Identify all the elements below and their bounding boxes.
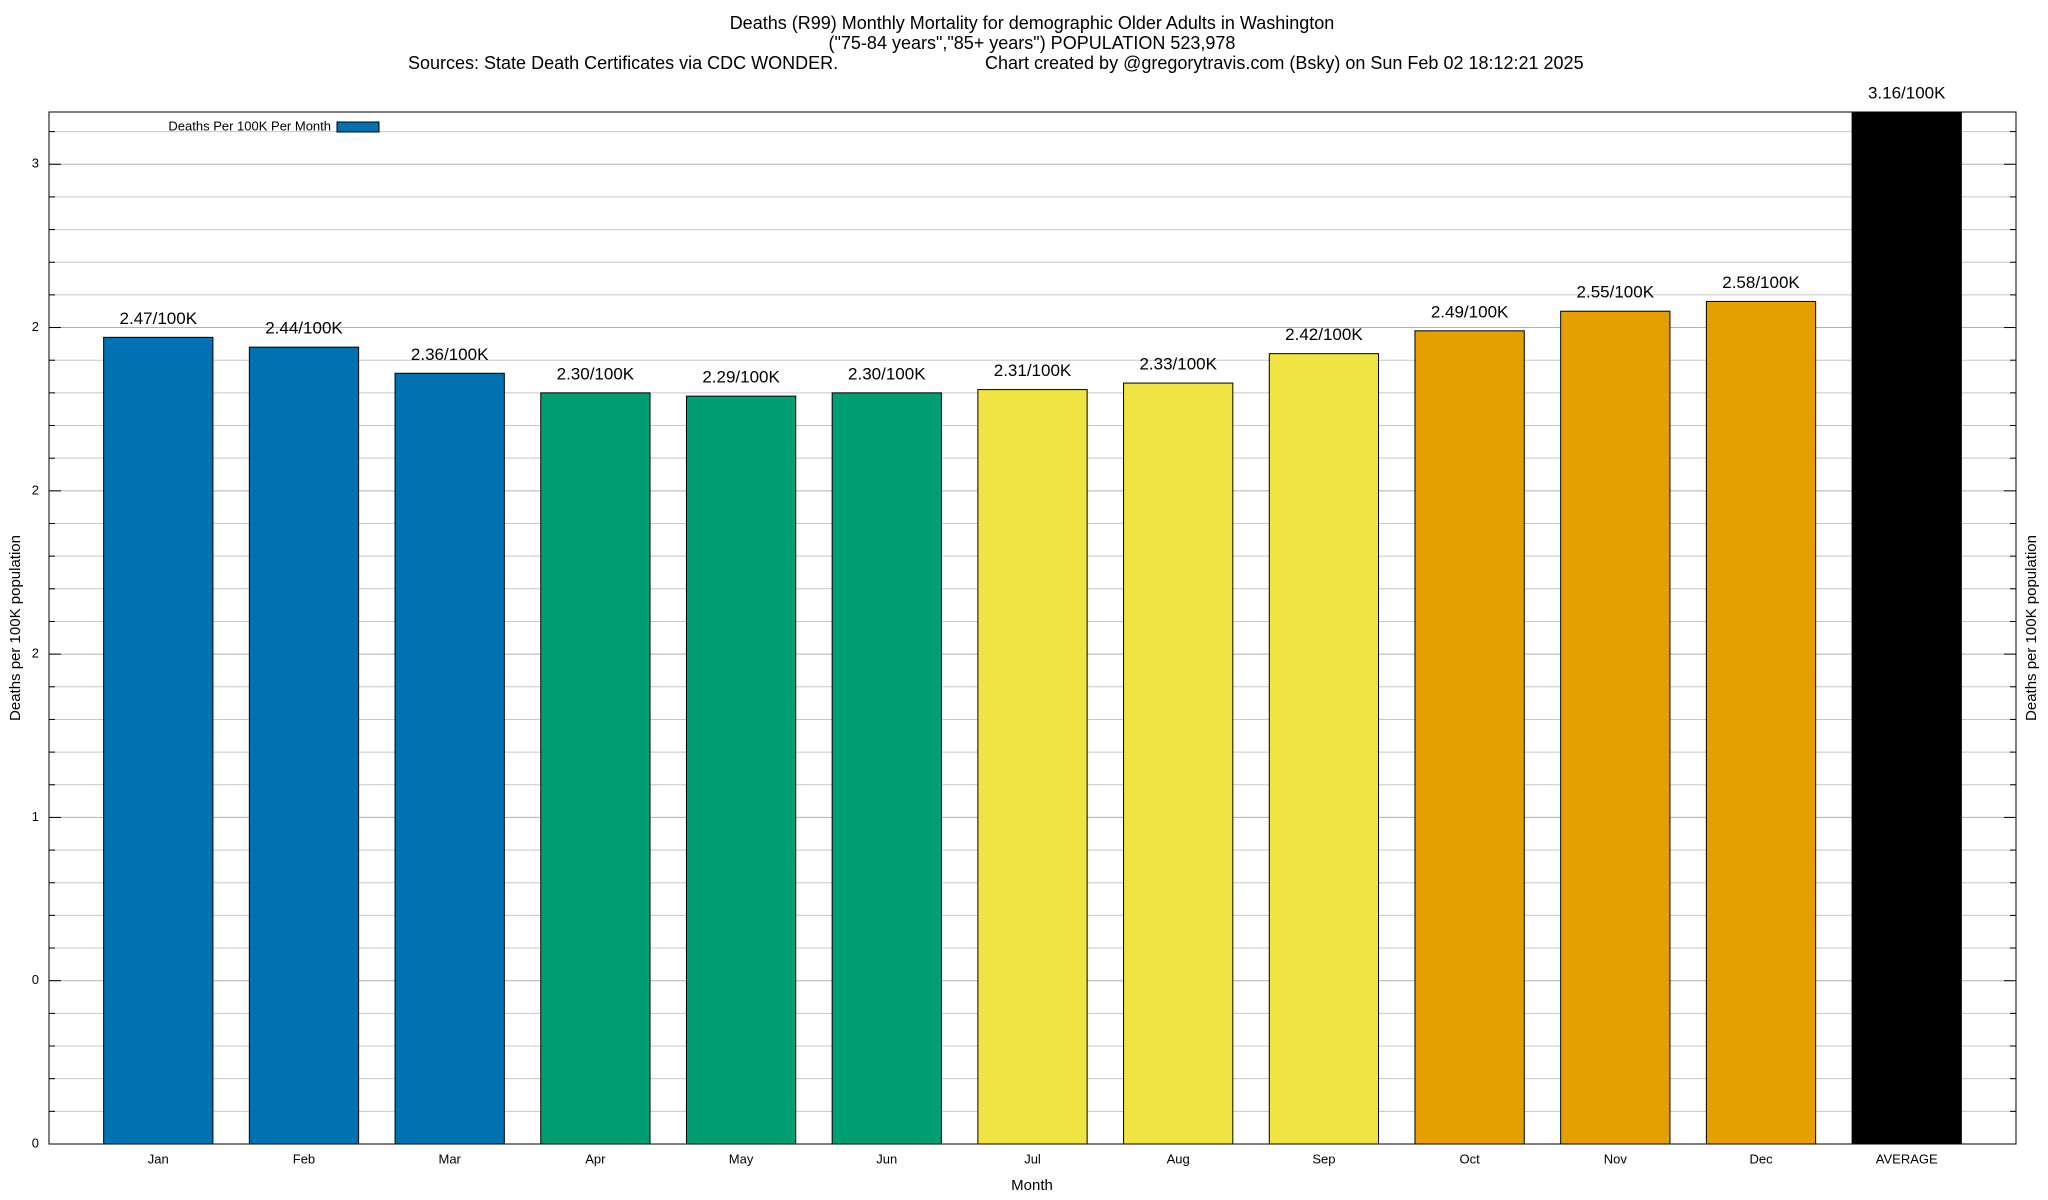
y-tick-label: 2 [32,319,39,334]
x-tick-label: Jun [876,1151,897,1166]
x-tick-label: Sep [1312,1151,1335,1166]
bar [1560,310,1671,1145]
value-label: 2.49/100K [1431,302,1509,321]
x-tick-label: Feb [293,1151,315,1166]
bar [1851,111,1962,1145]
value-label: 2.31/100K [994,361,1072,380]
bar [1414,330,1525,1145]
y-tick-label: 3 [32,156,39,171]
x-tick-label: May [729,1151,754,1166]
x-tick-label: Jul [1024,1151,1041,1166]
legend-label: Deaths Per 100K Per Month [168,118,331,133]
value-label: 2.44/100K [265,319,343,338]
y-tick-label: 1 [32,809,39,824]
value-label: 2.47/100K [120,309,198,328]
value-label: 3.16/100K [1868,83,1946,102]
value-label: 2.29/100K [702,368,780,387]
value-label: 2.36/100K [411,345,489,364]
x-tick-label: Nov [1604,1151,1628,1166]
bar [540,392,651,1145]
bar [394,372,505,1145]
bar [831,392,942,1145]
credit: Chart created by @gregorytravis.com (Bsk… [985,53,1584,73]
x-tick-label: Aug [1167,1151,1190,1166]
value-label: 2.42/100K [1285,325,1363,344]
y-tick-label: 2 [32,482,39,497]
chart-subtitle: ("75-84 years","85+ years") POPULATION 5… [829,33,1236,53]
chart-title: Deaths (R99) Monthly Mortality for demog… [730,13,1335,33]
x-tick-label: Apr [585,1151,606,1166]
y-tick-label: 0 [32,1135,39,1150]
value-label: 2.58/100K [1722,273,1800,292]
plot-frame [48,111,2017,1145]
value-label: 2.30/100K [848,364,926,383]
legend-swatch [336,121,380,133]
bar [685,395,797,1145]
y-tick-label: 0 [32,972,39,987]
bar [248,346,360,1145]
x-tick-label: Oct [1459,1151,1480,1166]
x-tick-label: Mar [438,1151,461,1166]
x-tick-label: AVERAGE [1876,1151,1938,1166]
bar [1705,300,1817,1145]
value-label: 2.55/100K [1577,283,1655,302]
y-axis-label: Deaths per 100K population [7,535,24,721]
sources: Sources: State Death Certificates via CD… [408,53,838,73]
bar [1268,353,1380,1145]
x-tick-label: Dec [1749,1151,1773,1166]
y-tick-label: 2 [32,646,39,661]
bar [1123,382,1234,1145]
x-axis-label: Month [1011,1177,1053,1194]
value-label: 2.30/100K [557,364,635,383]
bar [977,389,1088,1145]
value-label: 2.33/100K [1139,355,1217,374]
y2-axis-label: Deaths per 100K population [2023,535,2040,721]
x-tick-label: Jan [148,1151,169,1166]
bar [103,336,214,1145]
